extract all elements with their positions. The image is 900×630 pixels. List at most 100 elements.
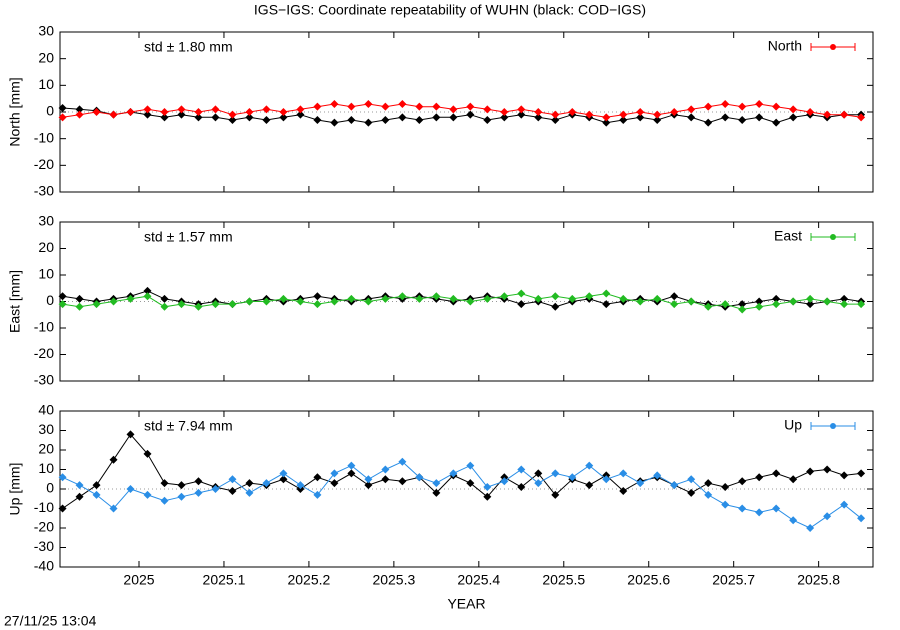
data-point <box>381 465 390 474</box>
x-tick-label: 2025.4 <box>457 572 500 588</box>
data-point <box>245 479 254 488</box>
data-point <box>551 292 560 301</box>
data-point <box>126 485 135 493</box>
data-point <box>806 524 815 532</box>
data-point <box>806 108 815 116</box>
data-point <box>483 105 492 114</box>
data-point <box>772 504 781 513</box>
data-point <box>177 481 186 490</box>
data-point <box>228 486 237 495</box>
data-point <box>789 516 798 525</box>
data-point <box>602 300 611 309</box>
data-point <box>432 292 441 301</box>
data-point <box>449 294 458 303</box>
data-point <box>551 490 560 499</box>
y-tick-label: 20 <box>38 441 54 457</box>
y-axis-label: North [mm] <box>7 77 23 146</box>
data-point <box>857 469 866 478</box>
data-point <box>857 113 866 122</box>
data-point <box>789 105 798 114</box>
y-tick-label: -10 <box>34 319 54 335</box>
data-point <box>568 473 577 482</box>
data-point <box>177 105 186 114</box>
data-point <box>364 118 373 127</box>
data-point <box>772 469 781 478</box>
data-point <box>823 110 832 119</box>
data-point <box>687 105 696 114</box>
y-tick-label: 0 <box>46 292 54 308</box>
data-point <box>364 475 373 484</box>
data-point <box>636 113 645 122</box>
y-tick-label: 40 <box>38 402 54 418</box>
data-point <box>313 490 322 499</box>
std-annotation: std ± 1.80 mm <box>144 39 233 55</box>
data-point <box>75 492 84 501</box>
y-tick-label: -20 <box>34 345 54 361</box>
x-axis-label: YEAR <box>447 596 485 612</box>
data-point <box>653 110 662 119</box>
y-tick-label: -10 <box>34 499 54 515</box>
data-point <box>755 113 764 122</box>
data-point <box>126 294 135 303</box>
data-point <box>755 473 764 482</box>
data-point <box>296 481 305 490</box>
data-point <box>466 297 475 306</box>
data-point <box>177 300 186 309</box>
data-point <box>704 302 713 311</box>
y-tick-label: 10 <box>38 266 54 282</box>
data-point <box>126 430 135 439</box>
x-tick-label: 2025.3 <box>372 572 415 588</box>
data-point <box>687 475 696 484</box>
x-tick-label: 2025.6 <box>627 572 670 588</box>
y-tick-label: 0 <box>46 480 54 496</box>
data-point <box>75 110 84 119</box>
plot-frame <box>59 410 874 568</box>
data-point <box>245 297 254 306</box>
y-tick-label: 0 <box>46 103 54 119</box>
x-tick-label: 2025 <box>123 572 154 588</box>
data-point <box>585 292 594 301</box>
data-point <box>704 102 713 111</box>
data-point <box>313 473 322 482</box>
data-point <box>738 305 747 314</box>
data-point <box>466 110 475 119</box>
data-point <box>432 102 441 111</box>
data-point <box>670 108 679 116</box>
data-point <box>330 297 339 306</box>
data-point <box>551 302 560 311</box>
data-point <box>721 113 730 122</box>
y-tick-label: -30 <box>34 183 54 199</box>
data-point <box>143 110 152 119</box>
data-point <box>296 110 305 119</box>
data-point <box>313 292 322 301</box>
data-point <box>534 294 543 303</box>
data-point <box>602 289 611 298</box>
legend-marker <box>830 44 836 50</box>
data-point <box>381 116 390 124</box>
data-point <box>721 100 730 108</box>
legend-marker <box>830 423 836 429</box>
data-point <box>347 102 356 111</box>
y-tick-label: -30 <box>34 372 54 388</box>
y-axis-label: East [mm] <box>7 270 23 333</box>
data-point <box>398 292 407 301</box>
data-point <box>432 479 441 488</box>
data-point <box>160 294 169 303</box>
x-tick-label: 2025.8 <box>797 572 840 588</box>
data-point <box>92 108 101 116</box>
data-point <box>806 294 815 303</box>
data-point <box>619 116 628 124</box>
data-point <box>806 467 815 476</box>
data-point <box>806 300 815 309</box>
data-point <box>279 113 288 122</box>
data-point <box>398 457 407 466</box>
data-point <box>143 490 152 499</box>
data-point <box>551 116 560 124</box>
data-point <box>415 116 424 124</box>
data-point <box>58 473 67 482</box>
data-point <box>58 292 67 301</box>
data-point <box>58 104 67 112</box>
data-point <box>194 488 203 497</box>
data-point <box>347 116 356 124</box>
